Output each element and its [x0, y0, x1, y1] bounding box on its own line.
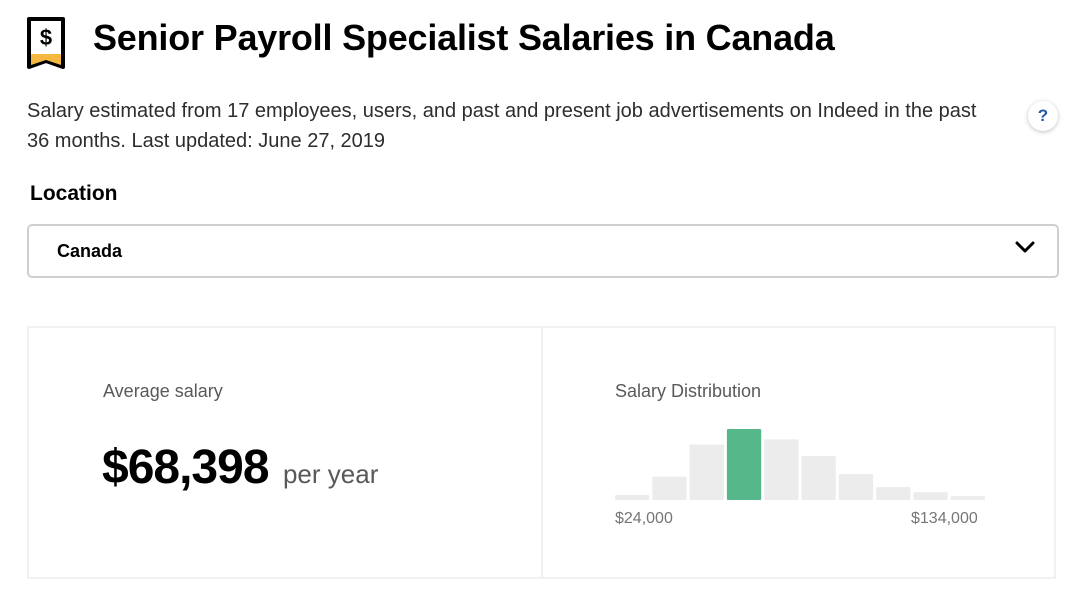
salary-receipt-icon: $: [27, 17, 65, 69]
histogram-bar: [615, 494, 650, 500]
average-salary-period: per year: [282, 459, 379, 489]
histogram-bar: [689, 444, 724, 500]
chevron-down-icon: [1015, 241, 1035, 253]
histogram-bar: [764, 439, 799, 500]
salary-stats-panel: Average salary $68,398 per year Salary D…: [27, 326, 1056, 579]
histogram-bar-highlighted: [726, 429, 762, 500]
svg-text:$: $: [40, 25, 52, 50]
page-header: $: [26, 16, 66, 70]
average-salary-label: Average salary: [103, 381, 223, 401]
location-selected-value: Canada: [57, 241, 123, 261]
histogram-bar: [876, 487, 911, 500]
distribution-min-label: $24,000: [615, 510, 673, 527]
distribution-max-label: $134,000: [911, 510, 978, 527]
histogram-bar: [838, 474, 874, 500]
salary-distribution-label: Salary Distribution: [615, 381, 762, 401]
average-salary-row: $68,398 per year: [102, 440, 378, 495]
location-label: Location: [30, 182, 118, 205]
help-button[interactable]: ?: [1028, 101, 1058, 131]
histogram-bar: [801, 456, 836, 500]
salary-description: Salary estimated from 17 employees, user…: [27, 100, 977, 152]
salary-distribution-histogram: [615, 429, 985, 500]
histogram-bar: [913, 492, 948, 500]
location-dropdown[interactable]: Canada: [27, 224, 1059, 278]
histogram-bar: [652, 476, 687, 500]
panel-divider: [541, 328, 543, 577]
average-salary-value: $68,398: [102, 441, 270, 494]
histogram-bar: [950, 496, 985, 500]
page-title: Senior Payroll Specialist Salaries in Ca…: [93, 17, 835, 58]
